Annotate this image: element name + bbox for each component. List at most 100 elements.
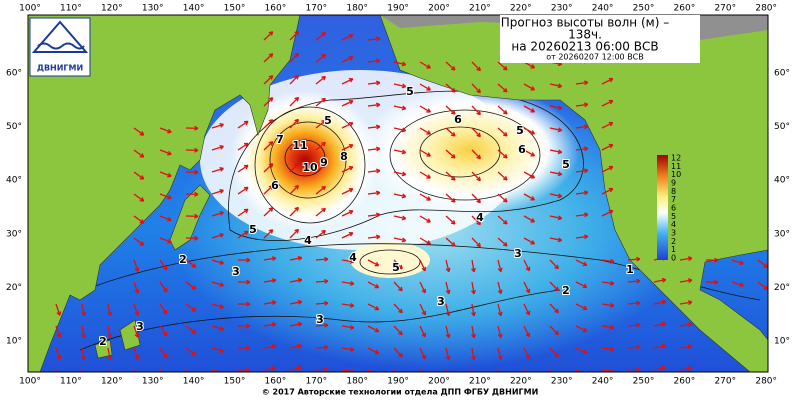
contour-label: 5 <box>324 114 332 127</box>
lon-label: 140° <box>183 377 205 387</box>
colorbar-tick-label: 2 <box>671 237 676 246</box>
lon-label: 210° <box>469 4 491 14</box>
colorbar-tick-label: 0 <box>671 254 676 263</box>
contour-label: 5 <box>562 158 570 171</box>
lat-label: 40° <box>774 176 790 186</box>
wave-arrow-head <box>163 376 167 380</box>
lat-label: 20° <box>774 283 790 293</box>
wave-arrow-head <box>422 377 425 381</box>
lon-label: 190° <box>387 377 409 387</box>
contour-label: 4 <box>349 251 357 264</box>
colorbar-tick-label: 1 <box>671 245 676 254</box>
contour-label: 2 <box>99 335 107 348</box>
contour-label: 10 <box>302 161 318 174</box>
contour-label: 8 <box>340 150 348 163</box>
logo: ДВНИГМИ <box>30 18 90 76</box>
lat-label: 20° <box>6 283 22 293</box>
contour-label: 3 <box>136 320 144 333</box>
lon-label: 150° <box>224 4 246 14</box>
lon-label: 170° <box>305 4 327 14</box>
lat-label: 40° <box>6 176 22 186</box>
lon-label: 120° <box>101 377 123 387</box>
footer: © 2017 Авторские технологии отдела ДПП Ф… <box>262 388 539 397</box>
lon-label: 120° <box>101 4 123 14</box>
colorbar-tick-label: 4 <box>671 220 676 229</box>
colorbar-tick-label: 3 <box>671 229 676 238</box>
contour-label: 7 <box>276 133 284 146</box>
colorbar-tick-label: 8 <box>671 187 676 196</box>
colorbar-tick-label: 11 <box>671 162 681 171</box>
lon-label: 190° <box>387 4 409 14</box>
lon-label: 280° <box>755 4 777 14</box>
lon-label: 180° <box>346 4 368 14</box>
colorbar-tick-label: 12 <box>671 154 681 163</box>
lat-label: 30° <box>774 229 790 239</box>
contour-label: 4 <box>476 211 484 224</box>
contour-label: 5 <box>249 223 257 236</box>
contour-label: 11 <box>292 139 307 152</box>
contour-label: 6 <box>518 143 526 156</box>
lon-label: 230° <box>551 4 573 14</box>
lon-label: 230° <box>551 377 573 387</box>
contour-label: 2 <box>562 284 570 297</box>
contour-label: 3 <box>514 247 522 260</box>
lon-label: 100° <box>19 4 41 14</box>
lon-label: 160° <box>265 377 287 387</box>
contour-label: 4 <box>304 234 312 247</box>
contour-label: 9 <box>320 156 328 169</box>
lon-label: 240° <box>592 4 614 14</box>
contour-label: 3 <box>437 295 445 308</box>
wave-arrow-head <box>375 372 379 375</box>
lon-label: 220° <box>510 4 532 14</box>
colorbar-tick-label: 10 <box>671 170 681 179</box>
contour-label: 5 <box>406 85 414 98</box>
lon-label: 250° <box>633 4 655 14</box>
lat-label: 50° <box>774 122 790 132</box>
lon-label: 160° <box>265 4 287 14</box>
lat-label: 10° <box>774 337 790 347</box>
colorbar-tick-label: 9 <box>671 179 676 188</box>
lon-label: 130° <box>142 377 164 387</box>
lon-label: 200° <box>428 377 450 387</box>
wave-arrow-head <box>135 377 139 381</box>
lon-label: 240° <box>592 377 614 387</box>
lat-label: 60° <box>774 69 790 79</box>
lon-label: 110° <box>60 4 82 14</box>
lon-label: 280° <box>755 377 777 387</box>
wave-field <box>350 242 430 278</box>
forecast-time: на 20260213 06:00 ВСВ <box>511 40 658 54</box>
contour-label: 3 <box>232 265 240 278</box>
logo-text: ДВНИГМИ <box>37 64 83 73</box>
contour-label: 5 <box>392 261 400 274</box>
lon-label: 180° <box>346 377 368 387</box>
contour-label: 5 <box>516 124 524 137</box>
lon-label: 250° <box>633 377 655 387</box>
lat-label: 10° <box>6 337 22 347</box>
colorbar <box>657 155 668 260</box>
lon-label: 100° <box>19 377 41 387</box>
lat-label: 30° <box>6 229 22 239</box>
lon-label: 170° <box>305 377 327 387</box>
lon-label: 270° <box>714 4 736 14</box>
base-time: от 20260207 12:00 ВСВ <box>546 53 644 62</box>
wave-arrow-head <box>82 378 86 382</box>
lon-label: 220° <box>510 377 532 387</box>
lon-label: 200° <box>428 4 450 14</box>
colorbar-tick-label: 6 <box>671 204 676 213</box>
contour-label: 2 <box>179 253 187 266</box>
lon-label: 270° <box>714 377 736 387</box>
contour-label: 6 <box>271 179 279 192</box>
lon-label: 260° <box>674 377 696 387</box>
lon-label: 150° <box>224 377 246 387</box>
lat-label: 50° <box>6 122 22 132</box>
contour-label: 6 <box>454 113 462 126</box>
lon-label: 260° <box>674 4 696 14</box>
contour-label: 1 <box>626 263 634 276</box>
wave-field <box>360 85 580 215</box>
lon-label: 140° <box>183 4 205 14</box>
lon-label: 130° <box>142 4 164 14</box>
lon-label: 110° <box>60 377 82 387</box>
wave-arrow-head <box>583 372 587 375</box>
lon-label: 210° <box>469 377 491 387</box>
